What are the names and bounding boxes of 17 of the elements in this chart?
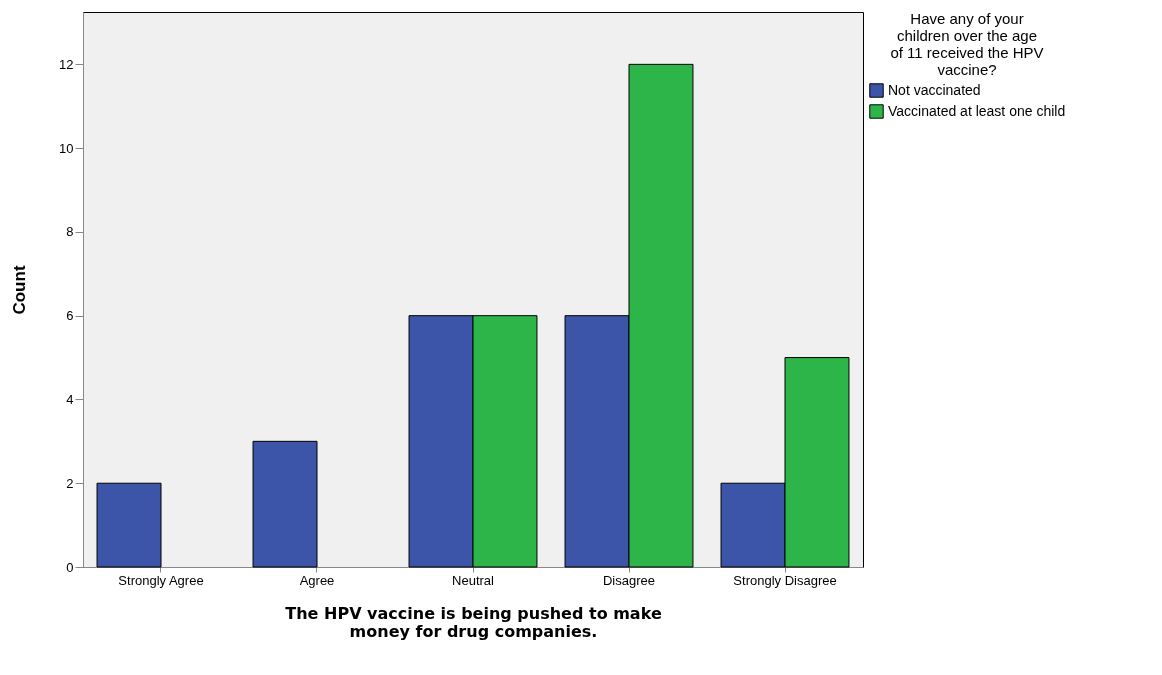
- legend-label: Vaccinated at least one child: [888, 102, 1066, 119]
- x-tick-label: Agree: [299, 572, 335, 588]
- legend-title: Have any of your children over the age of 11 received the HPV vaccine?: [890, 10, 1044, 78]
- legend-label: Not vaccinated: [888, 81, 981, 98]
- x-tick-label: Disagree: [602, 572, 656, 588]
- x-tick-label: Strongly Agree: [118, 572, 204, 588]
- y-tick-label: 2: [66, 475, 74, 491]
- y-tick-label: 0: [66, 559, 74, 575]
- x-tick-label: Neutral: [452, 572, 495, 588]
- y-tick-label: 6: [66, 308, 74, 324]
- y-tick-label: 8: [66, 224, 74, 240]
- x-axis-title: The HPV vaccine is being pushed to make money for drug companies.: [285, 603, 662, 641]
- y-tick-label: 12: [59, 56, 74, 72]
- x-tick-label: Strongly Disagree: [733, 572, 837, 588]
- y-tick-label: 10: [59, 140, 74, 156]
- y-axis-title: Count: [10, 265, 30, 315]
- y-tick-label: 4: [66, 391, 74, 407]
